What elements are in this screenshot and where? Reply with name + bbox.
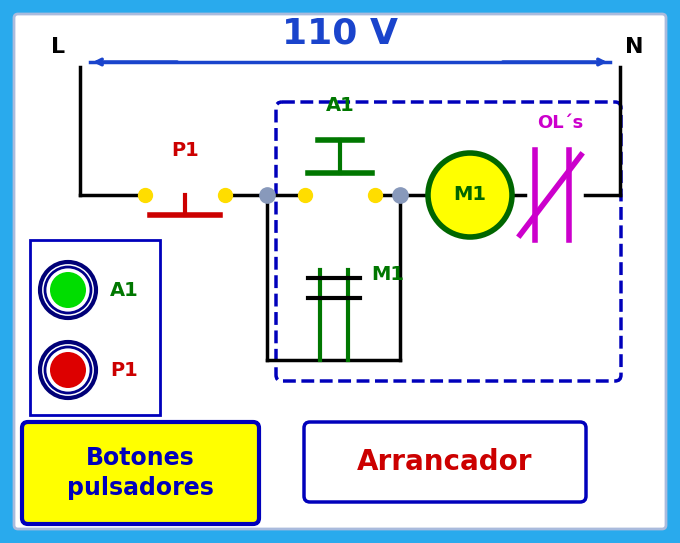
FancyBboxPatch shape <box>14 14 666 529</box>
Circle shape <box>428 153 512 237</box>
Text: Botones
pulsadores: Botones pulsadores <box>67 446 214 500</box>
Circle shape <box>50 352 86 388</box>
Circle shape <box>45 267 91 313</box>
Text: P1: P1 <box>171 141 199 160</box>
Text: 110 V: 110 V <box>282 16 398 50</box>
Circle shape <box>50 272 86 308</box>
Text: M1: M1 <box>371 265 405 284</box>
FancyBboxPatch shape <box>304 422 586 502</box>
Text: OL´s: OL´s <box>537 114 583 132</box>
Text: A1: A1 <box>326 96 354 115</box>
Circle shape <box>40 262 96 318</box>
FancyBboxPatch shape <box>22 422 259 524</box>
FancyBboxPatch shape <box>30 240 160 415</box>
Circle shape <box>45 347 91 393</box>
Text: A1: A1 <box>110 281 139 300</box>
Text: P1: P1 <box>110 361 138 380</box>
Circle shape <box>40 342 96 398</box>
Text: L: L <box>51 37 65 57</box>
Text: M1: M1 <box>454 186 486 205</box>
Text: Arrancador: Arrancador <box>357 448 532 476</box>
Text: N: N <box>625 37 643 57</box>
